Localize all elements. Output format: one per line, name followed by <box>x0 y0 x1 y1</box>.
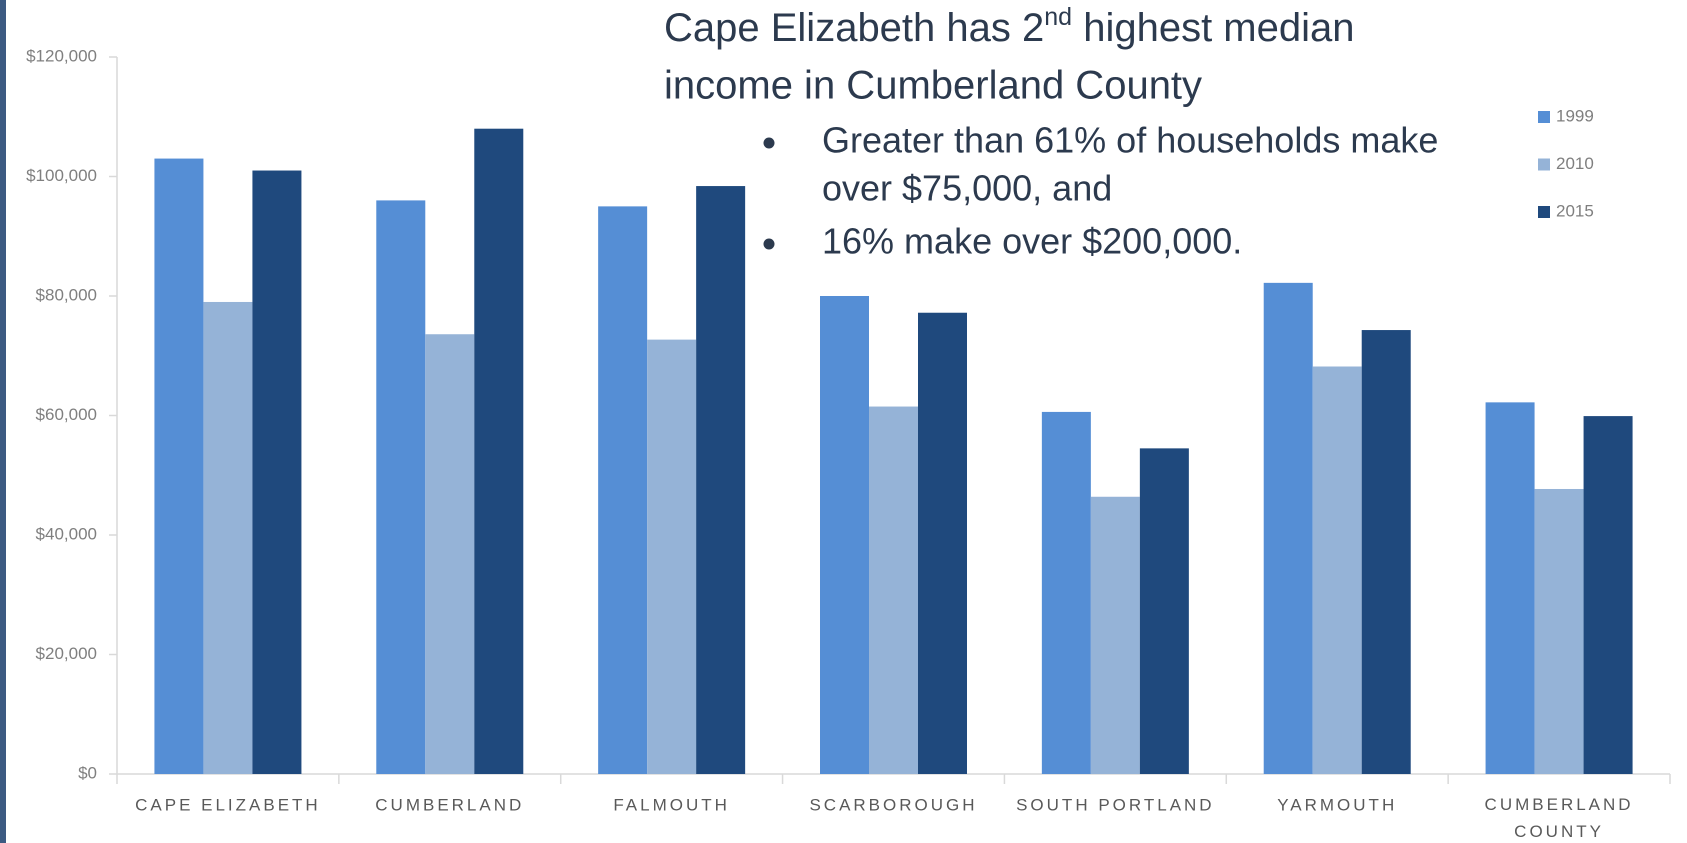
bar <box>425 334 475 774</box>
bar <box>154 158 204 774</box>
bar <box>820 296 869 774</box>
x-tick-label: CAPE ELIZABETH <box>135 795 321 814</box>
bar <box>1312 366 1362 774</box>
bar <box>1090 496 1140 774</box>
y-tick-label: $20,000 <box>36 644 97 663</box>
legend-swatch <box>1538 158 1550 171</box>
legend-label: 2010 <box>1556 154 1594 173</box>
bar <box>1583 416 1633 774</box>
bar <box>647 339 697 774</box>
bullet-dot <box>763 137 775 149</box>
bullet-text: Greater than 61% of households make <box>822 120 1438 161</box>
bar <box>696 186 746 774</box>
bar <box>376 200 426 774</box>
x-tick-label: CUMBERLAND COUNTY <box>1485 795 1634 841</box>
y-tick-label: $80,000 <box>36 285 97 304</box>
bar <box>1361 330 1411 774</box>
y-tick-label: $60,000 <box>36 405 97 424</box>
x-tick-label: CUMBERLAND <box>375 795 524 814</box>
legend-swatch <box>1538 206 1550 218</box>
bar <box>1041 411 1091 774</box>
chart-title-line2: income in Cumberland County <box>664 64 1202 108</box>
bar <box>1139 448 1189 774</box>
bullet-text: over $75,000, and <box>822 168 1112 209</box>
bar <box>598 206 648 774</box>
bar <box>203 301 253 774</box>
bar <box>252 170 302 774</box>
x-tick-label: SCARBOROUGH <box>809 795 977 814</box>
bullet-dot <box>763 238 775 250</box>
title-part: Cape Elizabeth has 2 <box>664 6 1044 50</box>
bar <box>918 312 967 774</box>
x-tick-label: YARMOUTH <box>1277 795 1397 814</box>
title-part: nd <box>1044 3 1072 31</box>
legend-label: 1999 <box>1556 106 1594 125</box>
bar <box>1485 402 1535 774</box>
legend-label: 2015 <box>1556 201 1594 220</box>
bar <box>474 128 524 774</box>
y-tick-label: $100,000 <box>26 166 97 185</box>
title-part: highest median <box>1072 6 1354 50</box>
y-tick-label: $40,000 <box>36 524 97 543</box>
left-strip <box>0 0 6 843</box>
bar <box>1534 488 1584 774</box>
x-tick-label: FALMOUTH <box>613 795 730 814</box>
bullet-text: 16% make over $200,000. <box>822 221 1242 262</box>
x-tick-label: SOUTH PORTLAND <box>1016 795 1215 814</box>
bar <box>1263 282 1313 774</box>
y-tick-label: $120,000 <box>26 46 97 65</box>
legend-swatch <box>1538 111 1550 123</box>
chart-title: Cape Elizabeth has 2nd highest median <box>664 3 1354 50</box>
bar <box>869 406 918 774</box>
y-tick-label: $0 <box>78 763 97 782</box>
